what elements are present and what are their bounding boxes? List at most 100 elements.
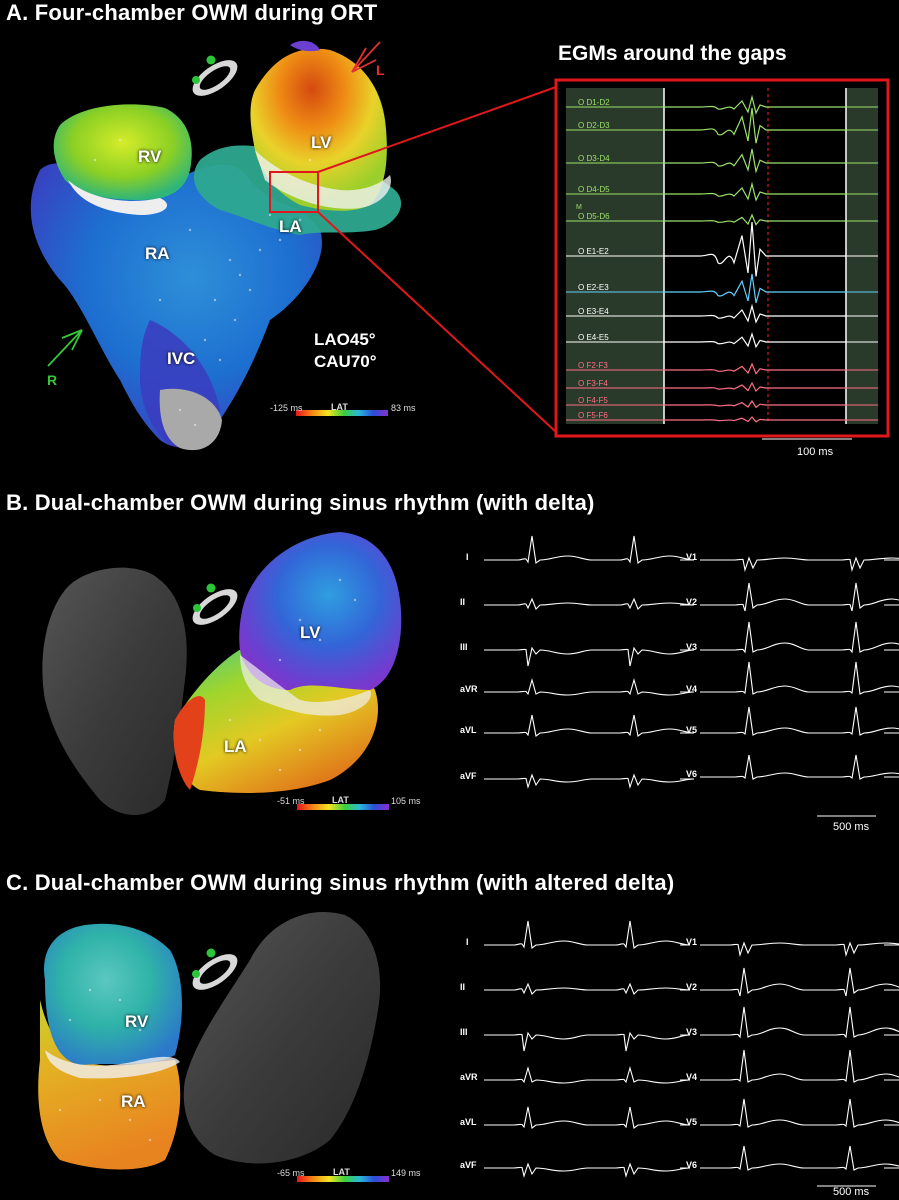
ecg-lead-label: V1 (686, 552, 698, 562)
egm-channel-label: O E1-E2 (578, 247, 609, 256)
egm-trace (664, 332, 846, 349)
panel-a-title: A. Four-chamber OWM during ORT (6, 0, 378, 25)
ecg-trace (484, 1065, 691, 1084)
ecg-trace (700, 556, 899, 573)
ecg-trace (700, 621, 899, 654)
arrow-label-l: L (376, 62, 385, 78)
egm-channel-label: O F4-F5 (578, 396, 608, 405)
ecg-panel-b (484, 535, 899, 790)
ecg-lead-label: II (460, 597, 466, 607)
egm-channel-label: O F2-F3 (578, 361, 608, 370)
panel-b-title: B. Dual-chamber OWM during sinus rhythm … (6, 490, 595, 515)
egm-channel-label: O D5-D6 (578, 212, 610, 221)
lat-title-c: LAT (333, 1167, 350, 1177)
ecg-trace (484, 677, 695, 696)
ecg-lead-label: II (460, 982, 466, 992)
egm-trace (664, 399, 846, 409)
ecg-trace (700, 1098, 899, 1128)
lat-max: 83 ms (391, 403, 416, 413)
egm-trace (664, 416, 846, 423)
ecg-lead-label: V4 (686, 684, 698, 694)
lat-min-b: -51 ms (277, 796, 305, 806)
egm-channel-label: O D2-D3 (578, 121, 610, 130)
lat-max-c: 149 ms (391, 1168, 421, 1178)
right-arrow-icon (47, 329, 83, 367)
ecg-lead-label: I (466, 937, 469, 947)
ecg-trace (484, 1162, 691, 1179)
view-line-2: CAU70° (314, 352, 377, 371)
ecg-scale-c: 500 ms (833, 1186, 870, 1198)
ecg-lead-label: aVL (460, 725, 477, 735)
ecg-lead-label: III (460, 1027, 468, 1037)
chamber-label-b-la: LA (224, 737, 247, 756)
ecg-trace (484, 920, 691, 949)
lat-colorbar-b (297, 804, 389, 810)
ecg-lead-label: V4 (686, 1072, 698, 1082)
arrow-label-r: R (47, 372, 58, 388)
egm-trace (664, 107, 846, 144)
panel-b-heart (42, 532, 402, 815)
lat-min-c: -65 ms (277, 1168, 305, 1178)
lat-colorbar (296, 410, 388, 416)
ecg-lead-label: V3 (686, 642, 698, 652)
ecg-lead-label: V5 (686, 1117, 698, 1127)
chamber-label-ra: RA (145, 244, 170, 263)
chamber-label-la: LA (279, 217, 302, 236)
ecg-trace (484, 982, 691, 995)
left-arrow-icon (351, 41, 381, 73)
egm-marker: M (576, 204, 582, 211)
ecg-trace (700, 661, 899, 695)
ecg-lead-label: I (466, 552, 469, 562)
lat-title-b: LAT (332, 795, 349, 805)
ecg-lead-label: V2 (686, 982, 698, 992)
chamber-label-lv: LV (311, 133, 332, 152)
ecg-trace (700, 754, 899, 780)
egm-trace (664, 181, 846, 202)
lat-title: LAT (331, 402, 348, 412)
egm-channel-label: O F5-F6 (578, 411, 608, 420)
orientation-icon-b (192, 583, 238, 625)
lat-colorbar-c (297, 1176, 389, 1182)
ecg-trace (700, 1145, 899, 1171)
ecg-lead-label: V5 (686, 725, 698, 735)
lat-max-b: 105 ms (391, 796, 421, 806)
egm-channel-label: O E3-E4 (578, 307, 609, 316)
ecg-trace (484, 773, 695, 790)
chamber-label-ivc: IVC (167, 349, 196, 368)
lat-min: -125 ms (270, 403, 303, 413)
egm-title: EGMs around the gaps (558, 42, 787, 65)
egm-trace (664, 381, 846, 393)
view-line-1: LAO45° (314, 330, 376, 349)
ecg-lead-label: aVF (460, 771, 477, 781)
ecg-panel-c (484, 920, 899, 1179)
egm-scale: 100 ms (797, 446, 834, 458)
egm-trace (664, 221, 846, 277)
chamber-label-c-rv: RV (125, 1012, 149, 1031)
ecg-trace (700, 1006, 899, 1039)
panel-c-title: C. Dual-chamber OWM during sinus rhythm … (6, 870, 675, 895)
ecg-lead-label: aVR (460, 1072, 478, 1082)
ecg-lead-label: V6 (686, 1160, 698, 1170)
egm-trace (664, 273, 846, 303)
panel-c-heart (38, 912, 381, 1170)
ecg-lead-label: V1 (686, 937, 698, 947)
panel-a-heart (30, 40, 557, 451)
egm-trace (664, 148, 846, 174)
chamber-label-b-lv: LV (300, 623, 321, 642)
ecg-trace (484, 646, 695, 667)
egm-traces (566, 94, 878, 423)
ecg-lead-label: aVF (460, 1160, 477, 1170)
egm-channel-label: O D3-D4 (578, 154, 610, 163)
ecg-lead-label: III (460, 642, 468, 652)
ecg-scale-b: 500 ms (833, 821, 870, 833)
ecg-trace (700, 582, 899, 612)
ecg-trace (700, 967, 899, 997)
egm-channel-label: O E2-E3 (578, 283, 609, 292)
ecg-lead-label: V2 (686, 597, 698, 607)
ecg-trace (484, 1031, 691, 1052)
egm-trace (664, 94, 846, 115)
orientation-icon (192, 55, 238, 96)
ecg-trace (484, 1106, 691, 1129)
egm-channel-label: O F3-F4 (578, 379, 608, 388)
view-angle: LAO45° CAU70° (314, 329, 377, 373)
